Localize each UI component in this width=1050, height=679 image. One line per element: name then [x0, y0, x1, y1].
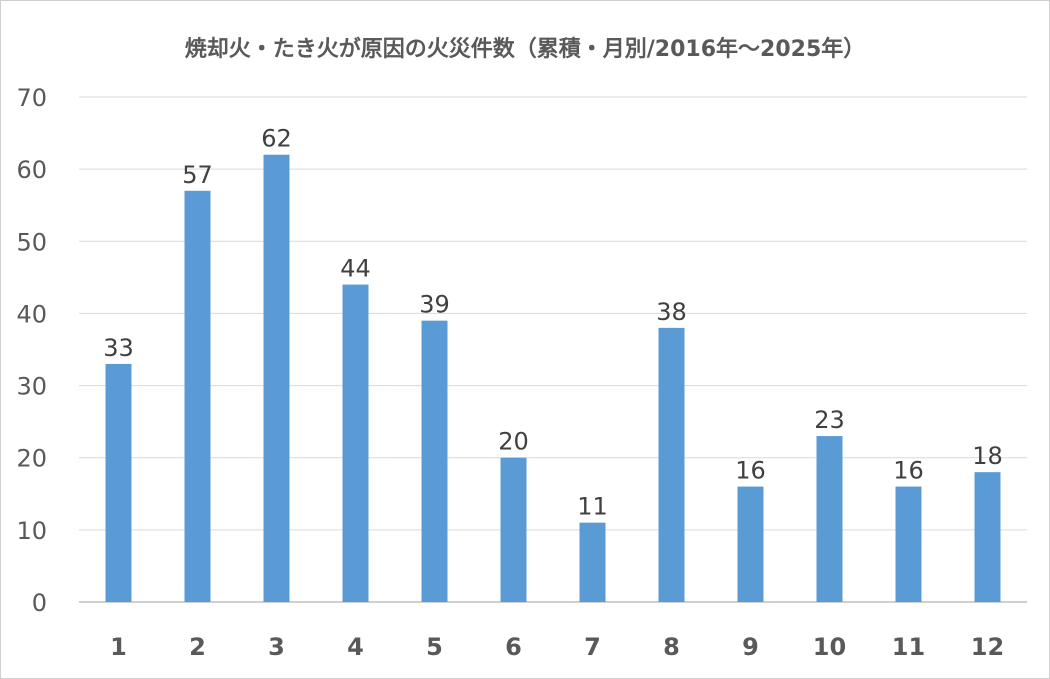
x-tick-label: 11 [892, 633, 925, 661]
data-label: 44 [340, 255, 371, 283]
y-tick-label: 10 [16, 517, 47, 545]
x-tick-label: 6 [505, 633, 522, 661]
bar [342, 284, 369, 602]
data-label: 11 [577, 493, 608, 521]
x-tick-label: 8 [663, 633, 680, 661]
y-tick-label: 30 [16, 373, 47, 401]
bar [737, 486, 764, 602]
y-tick-label: 0 [32, 589, 47, 617]
x-tick-label: 9 [742, 633, 759, 661]
data-label: 62 [261, 125, 292, 153]
bar [895, 486, 922, 602]
data-label: 33 [103, 334, 134, 362]
bar [500, 457, 527, 602]
data-label: 23 [814, 406, 845, 434]
chart-title: 焼却火・たき火が原因の火災件数（累積・月別/2016年～2025年） [184, 37, 866, 62]
x-tick-label: 12 [971, 633, 1004, 661]
y-tick-label: 70 [16, 84, 47, 112]
bar [816, 436, 843, 602]
data-label: 57 [182, 161, 213, 189]
x-tick-label: 2 [189, 633, 206, 661]
bar [105, 363, 132, 602]
bar [974, 472, 1001, 602]
y-tick-label: 60 [16, 156, 47, 184]
y-tick-label: 50 [16, 228, 47, 256]
data-label: 16 [735, 457, 766, 485]
bar [184, 190, 211, 603]
data-label: 39 [419, 291, 450, 319]
y-tick-label: 20 [16, 445, 47, 473]
x-tick-label: 4 [347, 633, 364, 661]
y-tick-label: 40 [16, 300, 47, 328]
x-tick-label: 10 [813, 633, 846, 661]
x-tick-label: 1 [110, 633, 127, 661]
bar [658, 327, 685, 602]
data-label: 18 [972, 442, 1003, 470]
bar [421, 320, 448, 602]
bar [579, 522, 606, 602]
data-label: 16 [893, 457, 924, 485]
data-label: 20 [498, 428, 529, 456]
x-tick-label: 3 [268, 633, 285, 661]
data-label: 38 [656, 298, 687, 326]
x-tick-label: 7 [584, 633, 601, 661]
x-tick-label: 5 [426, 633, 443, 661]
bar [263, 154, 290, 602]
